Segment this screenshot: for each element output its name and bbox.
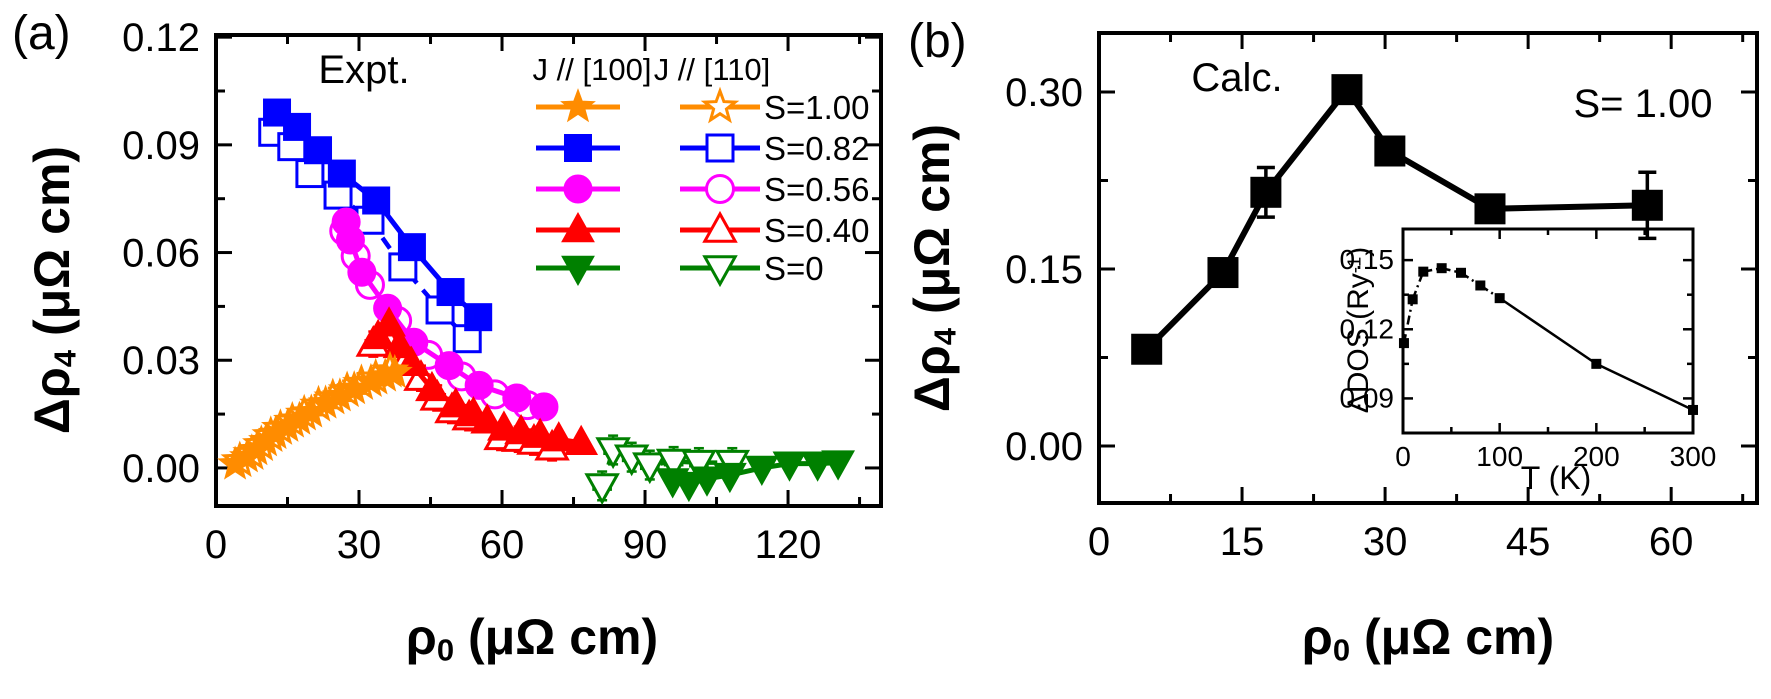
inset-xaxis-title: T (K)	[1520, 460, 1592, 496]
panel-a-annotation-expt: Expt.	[318, 48, 410, 92]
svg-text:100: 100	[1476, 441, 1523, 472]
svg-text:200: 200	[1573, 441, 1620, 472]
svg-text:45: 45	[1506, 520, 1551, 564]
panel-b-yaxis-title: Δρ4 (μΩ cm)	[903, 8, 967, 528]
svg-text:0.12: 0.12	[1340, 313, 1395, 344]
svg-text:0.30: 0.30	[1005, 71, 1083, 115]
panel-b-yaxis-title-unit: (μΩ cm)	[904, 123, 960, 328]
panel-b-yaxis-title-symbol: Δρ	[904, 345, 960, 413]
panel-a-xaxis-title-sub: 0	[436, 632, 455, 668]
panel-a-xaxis-title-symbol: ρ	[405, 609, 437, 665]
panel-a-series-S=1.00-J-100-	[217, 353, 413, 480]
panel-b-xaxis-title-symbol: ρ	[1301, 609, 1333, 665]
svg-text:30: 30	[337, 523, 382, 567]
panel-a-series-S=0-J-100-	[655, 450, 856, 503]
svg-text:S=0.82: S=0.82	[764, 130, 870, 167]
panel-a-yaxis-title: Δρ4 (μΩ cm)	[23, 30, 87, 550]
panel-b-annotation-s-value: S= 1.00	[1573, 82, 1713, 126]
svg-text:0.03: 0.03	[122, 339, 200, 383]
svg-text:J // [100]: J // [100]	[533, 52, 652, 87]
svg-text:0.15: 0.15	[1340, 244, 1395, 275]
svg-text:30: 30	[1363, 520, 1408, 564]
panel-b-xaxis-title-sub: 0	[1332, 632, 1351, 668]
svg-text:0: 0	[1088, 520, 1110, 564]
panel-a-xaxis-title: ρ0 (μΩ cm)	[332, 608, 732, 668]
svg-text:0.09: 0.09	[1340, 382, 1395, 413]
panel-a-yaxis-title-symbol: Δρ	[24, 367, 80, 435]
svg-text:0.00: 0.00	[122, 447, 200, 491]
svg-text:90: 90	[623, 523, 668, 567]
panel-a-series-S=0.56-J-100-	[331, 207, 559, 422]
svg-text:0: 0	[1395, 441, 1411, 472]
panel-a-tick-labels: 0 30 60 90 120 0.00 0.03 0.06 0.09 0.12	[122, 16, 821, 567]
svg-text:S=0.40: S=0.40	[764, 212, 870, 249]
panel-a-series-S=0.40-J-100-	[361, 306, 599, 456]
panel-b-yaxis-title-sub: 4	[927, 327, 963, 346]
svg-text:0.06: 0.06	[122, 232, 200, 276]
svg-text:60: 60	[480, 523, 525, 567]
panel-a-tag: (a)	[12, 7, 71, 60]
svg-text:0.00: 0.00	[1005, 425, 1083, 469]
panel-b-tag: (b)	[908, 15, 967, 68]
svg-text:S=1.00: S=1.00	[764, 89, 870, 126]
panel-b-series-Calc.-S=1.00	[1131, 74, 1663, 365]
svg-text:0.15: 0.15	[1005, 248, 1083, 292]
svg-text:S=0: S=0	[764, 250, 824, 287]
panel-b-xaxis-title-unit: (μΩ cm)	[1350, 609, 1555, 665]
svg-text:J // [110]: J // [110]	[654, 52, 771, 87]
panel-b-axes	[1097, 31, 1759, 505]
inset-yaxis-title: ΔDOS (Ry-1)	[1342, 170, 1378, 490]
panel-a-axes	[214, 33, 883, 508]
panel-a-series-S=0.82-J-110-	[258, 117, 482, 354]
panel-b-annotation-calc: Calc.	[1191, 56, 1283, 100]
panel-a-series-S=0.82-J-100-	[263, 98, 493, 332]
inset-tick-labels: 0 100 200 300 0.09 0.12 0.15	[1340, 244, 1717, 472]
panel-a-legend: J // [100] J // [110]S=1.00 S=0.82 S=0.56 S=…	[533, 52, 870, 288]
inset-series--DOS-vs-T	[1398, 263, 1698, 415]
svg-text:0.09: 0.09	[122, 124, 200, 168]
inset-yaxis-title-sup: -1	[1343, 256, 1365, 274]
svg-text:120: 120	[755, 523, 822, 567]
panel-b-xaxis-title: ρ0 (μΩ cm)	[1228, 608, 1628, 668]
inset-yaxis-title-unit: )	[1342, 246, 1375, 257]
inset-yaxis-title-base: ΔDOS (Ry	[1342, 273, 1375, 414]
svg-text:300: 300	[1670, 441, 1717, 472]
svg-text:0: 0	[205, 523, 227, 567]
panel-b-tick-labels: 0 15 30 45 60 0.00 0.15 0.30	[1005, 71, 1693, 564]
svg-text:S=0.56: S=0.56	[764, 171, 870, 208]
inset-axes	[1401, 227, 1695, 435]
panel-a-yaxis-title-sub: 4	[47, 349, 83, 368]
panel-a-xaxis-title-unit: (μΩ cm)	[454, 609, 659, 665]
panel-a-yaxis-title-unit: (μΩ cm)	[24, 145, 80, 350]
svg-text:0.12: 0.12	[122, 16, 200, 60]
svg-text:60: 60	[1649, 520, 1694, 564]
svg-text:15: 15	[1220, 520, 1265, 564]
